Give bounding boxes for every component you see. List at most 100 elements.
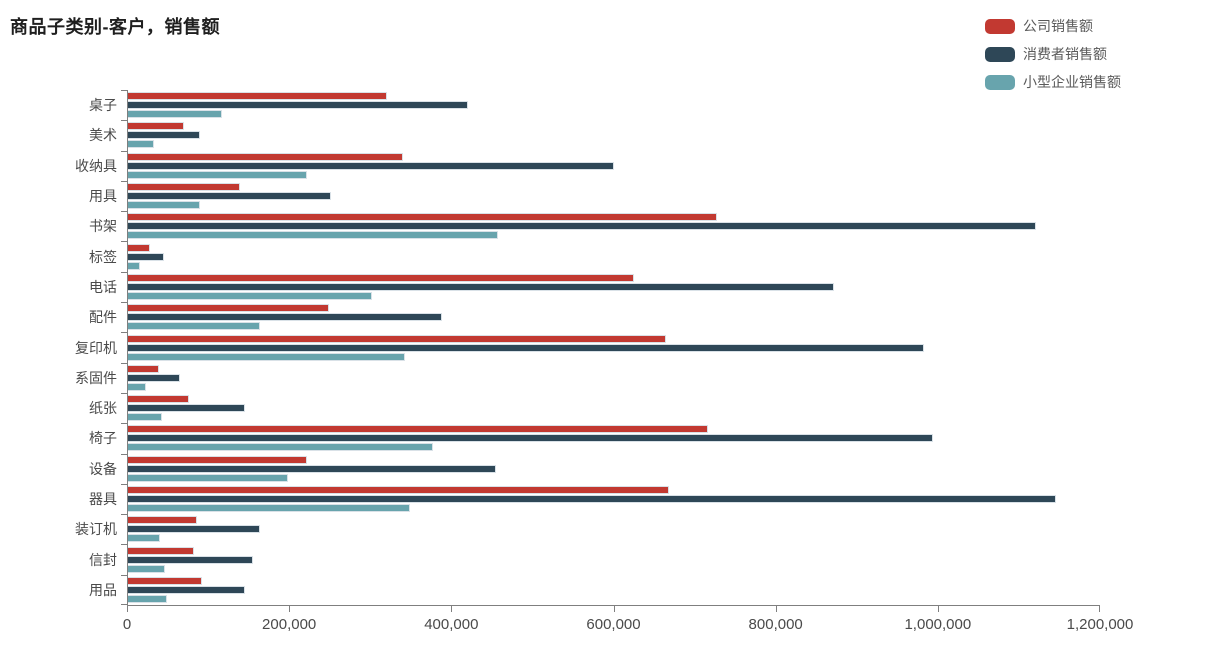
bar-消费者销售额-设备[interactable] [127,464,496,473]
bar-公司销售额-装订机[interactable] [127,516,197,525]
bar-消费者销售额-收纳具[interactable] [127,161,614,170]
bar-小型企业销售额-收纳具[interactable] [127,170,307,179]
bar-公司销售额-标签[interactable] [127,243,150,252]
y-axis-tick [121,604,127,605]
y-axis-tick [121,483,127,485]
category-label: 纸张 [89,400,117,417]
legend-item[interactable]: 消费者销售额 [985,44,1121,64]
bar-公司销售额-桌子[interactable] [127,92,388,101]
x-axis-tick [775,605,777,612]
x-tick-label: 0 [122,616,132,633]
bar-group [127,120,1100,150]
x-tick-label: 200,000 [262,616,317,633]
category-label: 器具 [89,491,117,507]
legend-label: 小型企业销售额 [1023,74,1121,90]
y-axis-tick [121,302,127,304]
bar-消费者销售额-系固件[interactable] [127,373,180,382]
bar-group [127,484,1100,514]
bar-group [127,514,1100,544]
bar-消费者销售额-标签[interactable] [127,252,165,261]
bar-group-row: 标签 [0,241,1100,271]
category-label: 系固件 [75,369,117,386]
bar-公司销售额-收纳具[interactable] [127,152,403,161]
bar-小型企业销售额-书架[interactable] [127,231,499,240]
bar-公司销售额-电话[interactable] [127,273,634,282]
bar-公司销售额-用具[interactable] [127,183,240,192]
y-axis-tick [121,271,127,273]
bar-小型企业销售额-椅子[interactable] [127,443,433,452]
bar-公司销售额-美术[interactable] [127,122,184,131]
bar-group [127,575,1100,605]
bar-公司销售额-系固件[interactable] [127,364,159,373]
category-label: 书架 [89,218,117,235]
bar-公司销售额-复印机[interactable] [127,334,667,343]
bar-group [127,544,1100,574]
bar-消费者销售额-用品[interactable] [127,585,246,594]
bar-消费者销售额-装订机[interactable] [127,525,260,534]
category-label: 用品 [89,581,117,598]
x-tick-label: 600,000 [586,616,641,633]
bar-公司销售额-信封[interactable] [127,546,195,555]
bar-公司销售额-纸张[interactable] [127,395,189,404]
bar-消费者销售额-美术[interactable] [127,131,200,140]
bar-group-row: 电话 [0,272,1100,302]
bar-消费者销售额-配件[interactable] [127,313,442,322]
x-axis-tick [451,605,453,612]
legend-swatch [985,46,1015,62]
bar-消费者销售额-信封[interactable] [127,555,254,564]
bar-公司销售额-设备[interactable] [127,455,307,464]
bar-小型企业销售额-信封[interactable] [127,564,166,573]
bar-公司销售额-用品[interactable] [127,576,202,585]
x-axis-tick [1099,605,1100,612]
legend-item[interactable]: 小型企业销售额 [985,72,1121,92]
legend: 公司销售额消费者销售额小型企业销售额 [985,16,1121,100]
bar-消费者销售额-用具[interactable] [127,192,332,201]
bar-消费者销售额-电话[interactable] [127,282,835,291]
bar-消费者销售额-纸张[interactable] [127,404,245,413]
bar-小型企业销售额-桌子[interactable] [127,110,222,119]
bar-小型企业销售额-纸张[interactable] [127,413,162,422]
y-axis-tick [121,514,127,516]
bar-消费者销售额-椅子[interactable] [127,434,933,443]
legend-item[interactable]: 公司销售额 [985,16,1121,36]
bar-消费者销售额-书架[interactable] [127,222,1036,231]
bar-rows: 桌子 美术 收纳具 用具 书架 标签 电话 配件 复印机 系固件 纸张 椅子 设备 器具 装订机 信封 用品 [0,90,1100,605]
bar-公司销售额-椅子[interactable] [127,425,709,434]
bar-group-row: 复印机 [0,332,1100,362]
x-axis-tick [937,605,939,612]
bar-小型企业销售额-设备[interactable] [127,473,289,482]
y-axis-tick [121,574,127,576]
x-tick-label: 800,000 [748,616,803,633]
legend-swatch [985,18,1015,34]
category-label: 设备 [89,460,117,477]
bar-group-row: 设备 [0,454,1100,484]
bar-小型企业销售额-装订机[interactable] [127,534,161,543]
bar-消费者销售额-器具[interactable] [127,495,1057,503]
bar-小型企业销售额-标签[interactable] [127,261,140,270]
bar-小型企业销售额-电话[interactable] [127,291,372,300]
y-axis-line [127,90,128,605]
bar-小型企业销售额-复印机[interactable] [127,352,406,361]
y-axis-tick [121,211,127,213]
category-label: 用具 [89,188,117,205]
bar-公司销售额-配件[interactable] [127,304,329,313]
category-label: 桌子 [89,97,117,114]
bar-group-row: 用品 [0,575,1100,605]
bar-group [127,90,1100,120]
bar-group [127,454,1100,484]
bar-消费者销售额-复印机[interactable] [127,343,925,352]
bar-group-row: 器具 [0,484,1100,514]
bar-小型企业销售额-系固件[interactable] [127,382,146,391]
bar-小型企业销售额-器具[interactable] [127,504,410,512]
bar-group-row: 椅子 [0,423,1100,453]
y-axis-tick [121,392,127,394]
bar-公司销售额-书架[interactable] [127,213,718,222]
bar-消费者销售额-桌子[interactable] [127,101,468,110]
bar-小型企业销售额-配件[interactable] [127,322,260,331]
bar-group-row: 美术 [0,120,1100,150]
bar-小型企业销售额-用品[interactable] [127,594,167,603]
bar-公司销售额-器具[interactable] [127,486,670,494]
bar-小型企业销售额-美术[interactable] [127,140,154,149]
bar-小型企业销售额-用具[interactable] [127,201,200,210]
y-axis-tick [121,241,127,243]
